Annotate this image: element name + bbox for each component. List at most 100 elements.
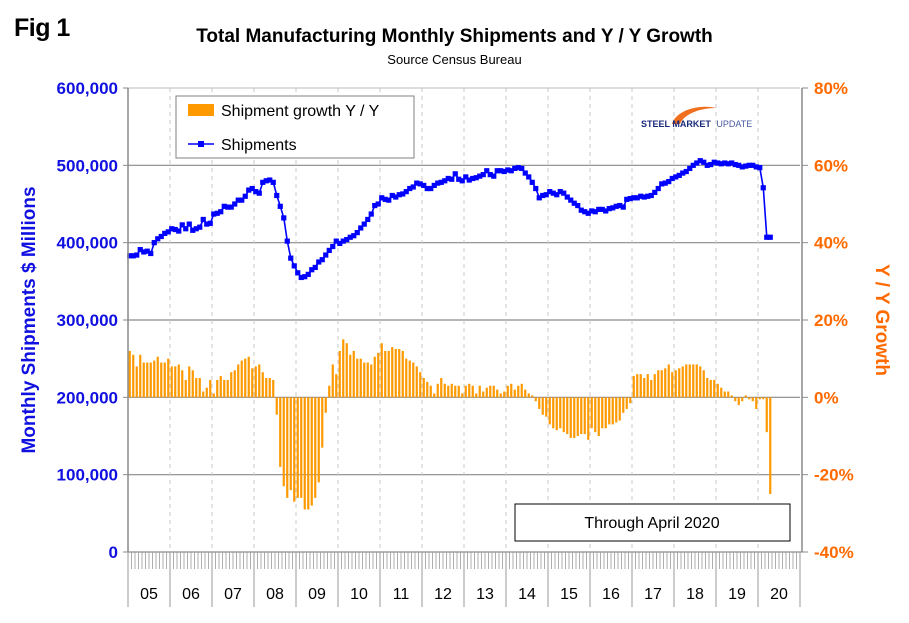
- shipments-point: [134, 252, 140, 258]
- growth-bar: [457, 385, 460, 398]
- shipments-point: [239, 197, 245, 203]
- shipments-point: [263, 178, 269, 184]
- x-tick-label: 08: [266, 586, 284, 603]
- growth-bar: [709, 379, 712, 398]
- shipments-point: [620, 204, 626, 210]
- legend-box: [175, 95, 415, 159]
- growth-bar: [135, 366, 138, 398]
- shipments-point: [743, 163, 749, 169]
- legend-label-shipments: Shipments: [221, 137, 297, 154]
- growth-bar: [181, 370, 184, 398]
- shipments-point: [680, 170, 686, 176]
- shipments-point: [295, 270, 301, 276]
- y-axis-right-title: Y / Y Growth: [871, 264, 892, 376]
- logo-text-light: UPDATE: [716, 119, 752, 129]
- shipments-point: [701, 159, 707, 165]
- growth-bar: [317, 397, 320, 483]
- growth-bar: [387, 350, 390, 398]
- shipments-point: [277, 203, 283, 209]
- growth-bar: [562, 397, 565, 433]
- shipments-point: [400, 191, 406, 197]
- shipments-point: [638, 193, 644, 199]
- shipments-point: [186, 221, 192, 227]
- legend-swatch-growth: [188, 104, 214, 116]
- shipments-point: [585, 210, 591, 216]
- shipments-point: [641, 194, 647, 200]
- shipments-point: [197, 224, 203, 230]
- growth-bar: [412, 362, 415, 398]
- shipments-point: [543, 192, 549, 198]
- shipments-point: [337, 240, 343, 247]
- growth-bar: [268, 378, 271, 398]
- shipments-point: [722, 160, 728, 166]
- growth-bar: [370, 364, 373, 398]
- shipments-point: [204, 221, 210, 227]
- shipments-point: [533, 185, 539, 192]
- y-tick-label-right: 20%: [814, 311, 848, 330]
- growth-bar: [405, 358, 408, 398]
- shipments-point: [550, 190, 556, 196]
- shipments-point: [137, 247, 143, 253]
- shipments-point: [697, 158, 703, 164]
- chart-title: Total Manufacturing Monthly Shipments an…: [0, 26, 909, 48]
- growth-bar: [632, 376, 635, 398]
- growth-bar: [401, 350, 404, 398]
- growth-bar: [622, 397, 625, 413]
- growth-bar: [394, 349, 397, 398]
- growth-bar: [748, 397, 751, 400]
- shipments-point: [256, 190, 262, 196]
- shipments-point: [750, 162, 756, 168]
- growth-bar: [755, 397, 758, 409]
- shipments-point: [228, 204, 234, 210]
- shipments-point: [410, 184, 416, 190]
- shipments-point: [459, 178, 465, 184]
- growth-bar: [608, 397, 611, 425]
- shipments-point: [288, 255, 294, 261]
- growth-bar: [359, 358, 362, 398]
- shipments-point: [246, 187, 252, 193]
- growth-bar: [447, 385, 450, 398]
- growth-bar: [398, 349, 401, 398]
- growth-bar: [429, 385, 432, 398]
- growth-bar: [671, 372, 674, 398]
- shipments-point: [127, 253, 133, 259]
- shipments-point: [606, 206, 612, 212]
- shipments-point: [428, 185, 434, 192]
- shipments-point: [368, 211, 374, 217]
- growth-bar: [366, 362, 369, 398]
- growth-bar: [356, 358, 359, 398]
- growth-bar: [443, 383, 446, 398]
- growth-bar: [149, 362, 152, 398]
- shipments-point: [417, 181, 423, 187]
- shipments-point: [319, 257, 325, 263]
- growth-bar: [702, 370, 705, 398]
- shipments-point: [218, 209, 224, 215]
- growth-bar: [597, 397, 600, 436]
- growth-bar: [692, 364, 695, 398]
- shipments-point: [554, 192, 560, 198]
- growth-bar: [583, 397, 586, 435]
- shipments-point: [452, 171, 458, 177]
- growth-bar: [191, 370, 194, 398]
- growth-bar: [646, 374, 649, 398]
- shipments-point: [757, 165, 763, 171]
- x-tick-label: 05: [140, 586, 158, 603]
- shipments-point: [704, 162, 710, 168]
- shipments-point: [652, 189, 658, 195]
- shipments-point: [687, 165, 693, 172]
- shipments-point: [235, 197, 241, 203]
- shipments-point: [760, 185, 766, 191]
- growth-bar: [741, 397, 744, 402]
- annotation-frame: [514, 503, 791, 542]
- shipments-point: [326, 247, 332, 253]
- growth-bar: [261, 372, 264, 398]
- shipments-point: [690, 162, 696, 168]
- shipments-point: [445, 175, 451, 182]
- shipments-point: [627, 195, 633, 202]
- growth-bar: [408, 360, 411, 398]
- growth-bar: [338, 350, 341, 398]
- shipments-point: [351, 233, 357, 239]
- growth-bar: [160, 362, 163, 398]
- growth-bar: [254, 366, 257, 398]
- growth-bars: [128, 339, 772, 510]
